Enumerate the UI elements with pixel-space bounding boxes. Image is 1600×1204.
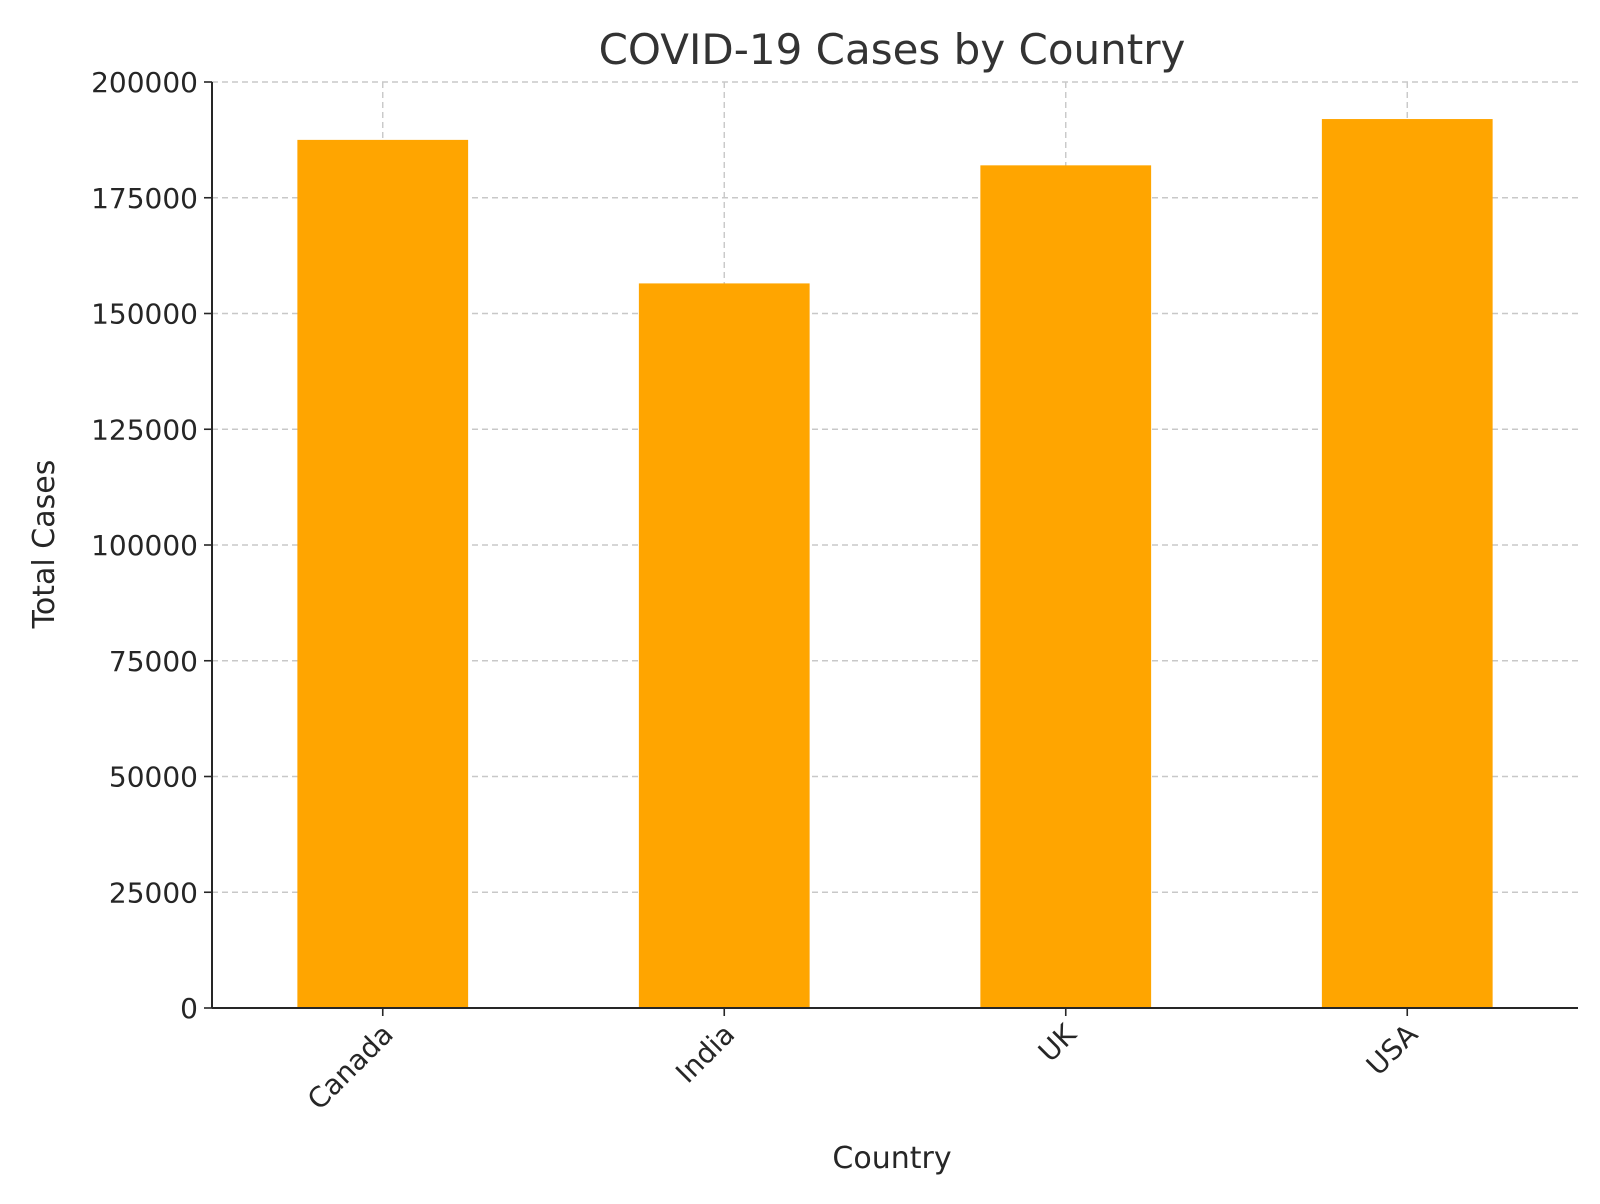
x-tick-label: UK	[1032, 1017, 1083, 1068]
y-tick-label: 75000	[109, 645, 198, 678]
y-axis-label: Total Cases	[27, 460, 62, 630]
y-tick-label: 25000	[109, 876, 198, 909]
y-tick-label: 100000	[91, 529, 198, 562]
x-axis-ticks: Canada India UK USA	[301, 1008, 1424, 1116]
y-tick-label: 0	[180, 992, 198, 1025]
y-tick-label: 125000	[91, 413, 198, 446]
y-axis-ticks: 0 25000 50000 75000 100000 125000 150000 175000…	[91, 66, 212, 1025]
bar-uk	[980, 165, 1152, 1009]
x-axis-label: Country	[832, 1141, 951, 1176]
chart-title: COVID-19 Cases by Country	[599, 25, 1186, 74]
bars	[297, 119, 1493, 1009]
x-tick-label: Canada	[301, 1018, 400, 1117]
x-tick-label: USA	[1360, 1018, 1424, 1082]
bar-canada	[297, 139, 469, 1008]
bar-usa	[1321, 119, 1493, 1009]
y-tick-label: 200000	[91, 66, 198, 99]
bar-india	[638, 283, 810, 1008]
y-tick-label: 175000	[91, 182, 198, 215]
y-tick-label: 50000	[109, 761, 198, 794]
x-tick-label: India	[669, 1018, 741, 1090]
y-tick-label: 150000	[91, 298, 198, 331]
